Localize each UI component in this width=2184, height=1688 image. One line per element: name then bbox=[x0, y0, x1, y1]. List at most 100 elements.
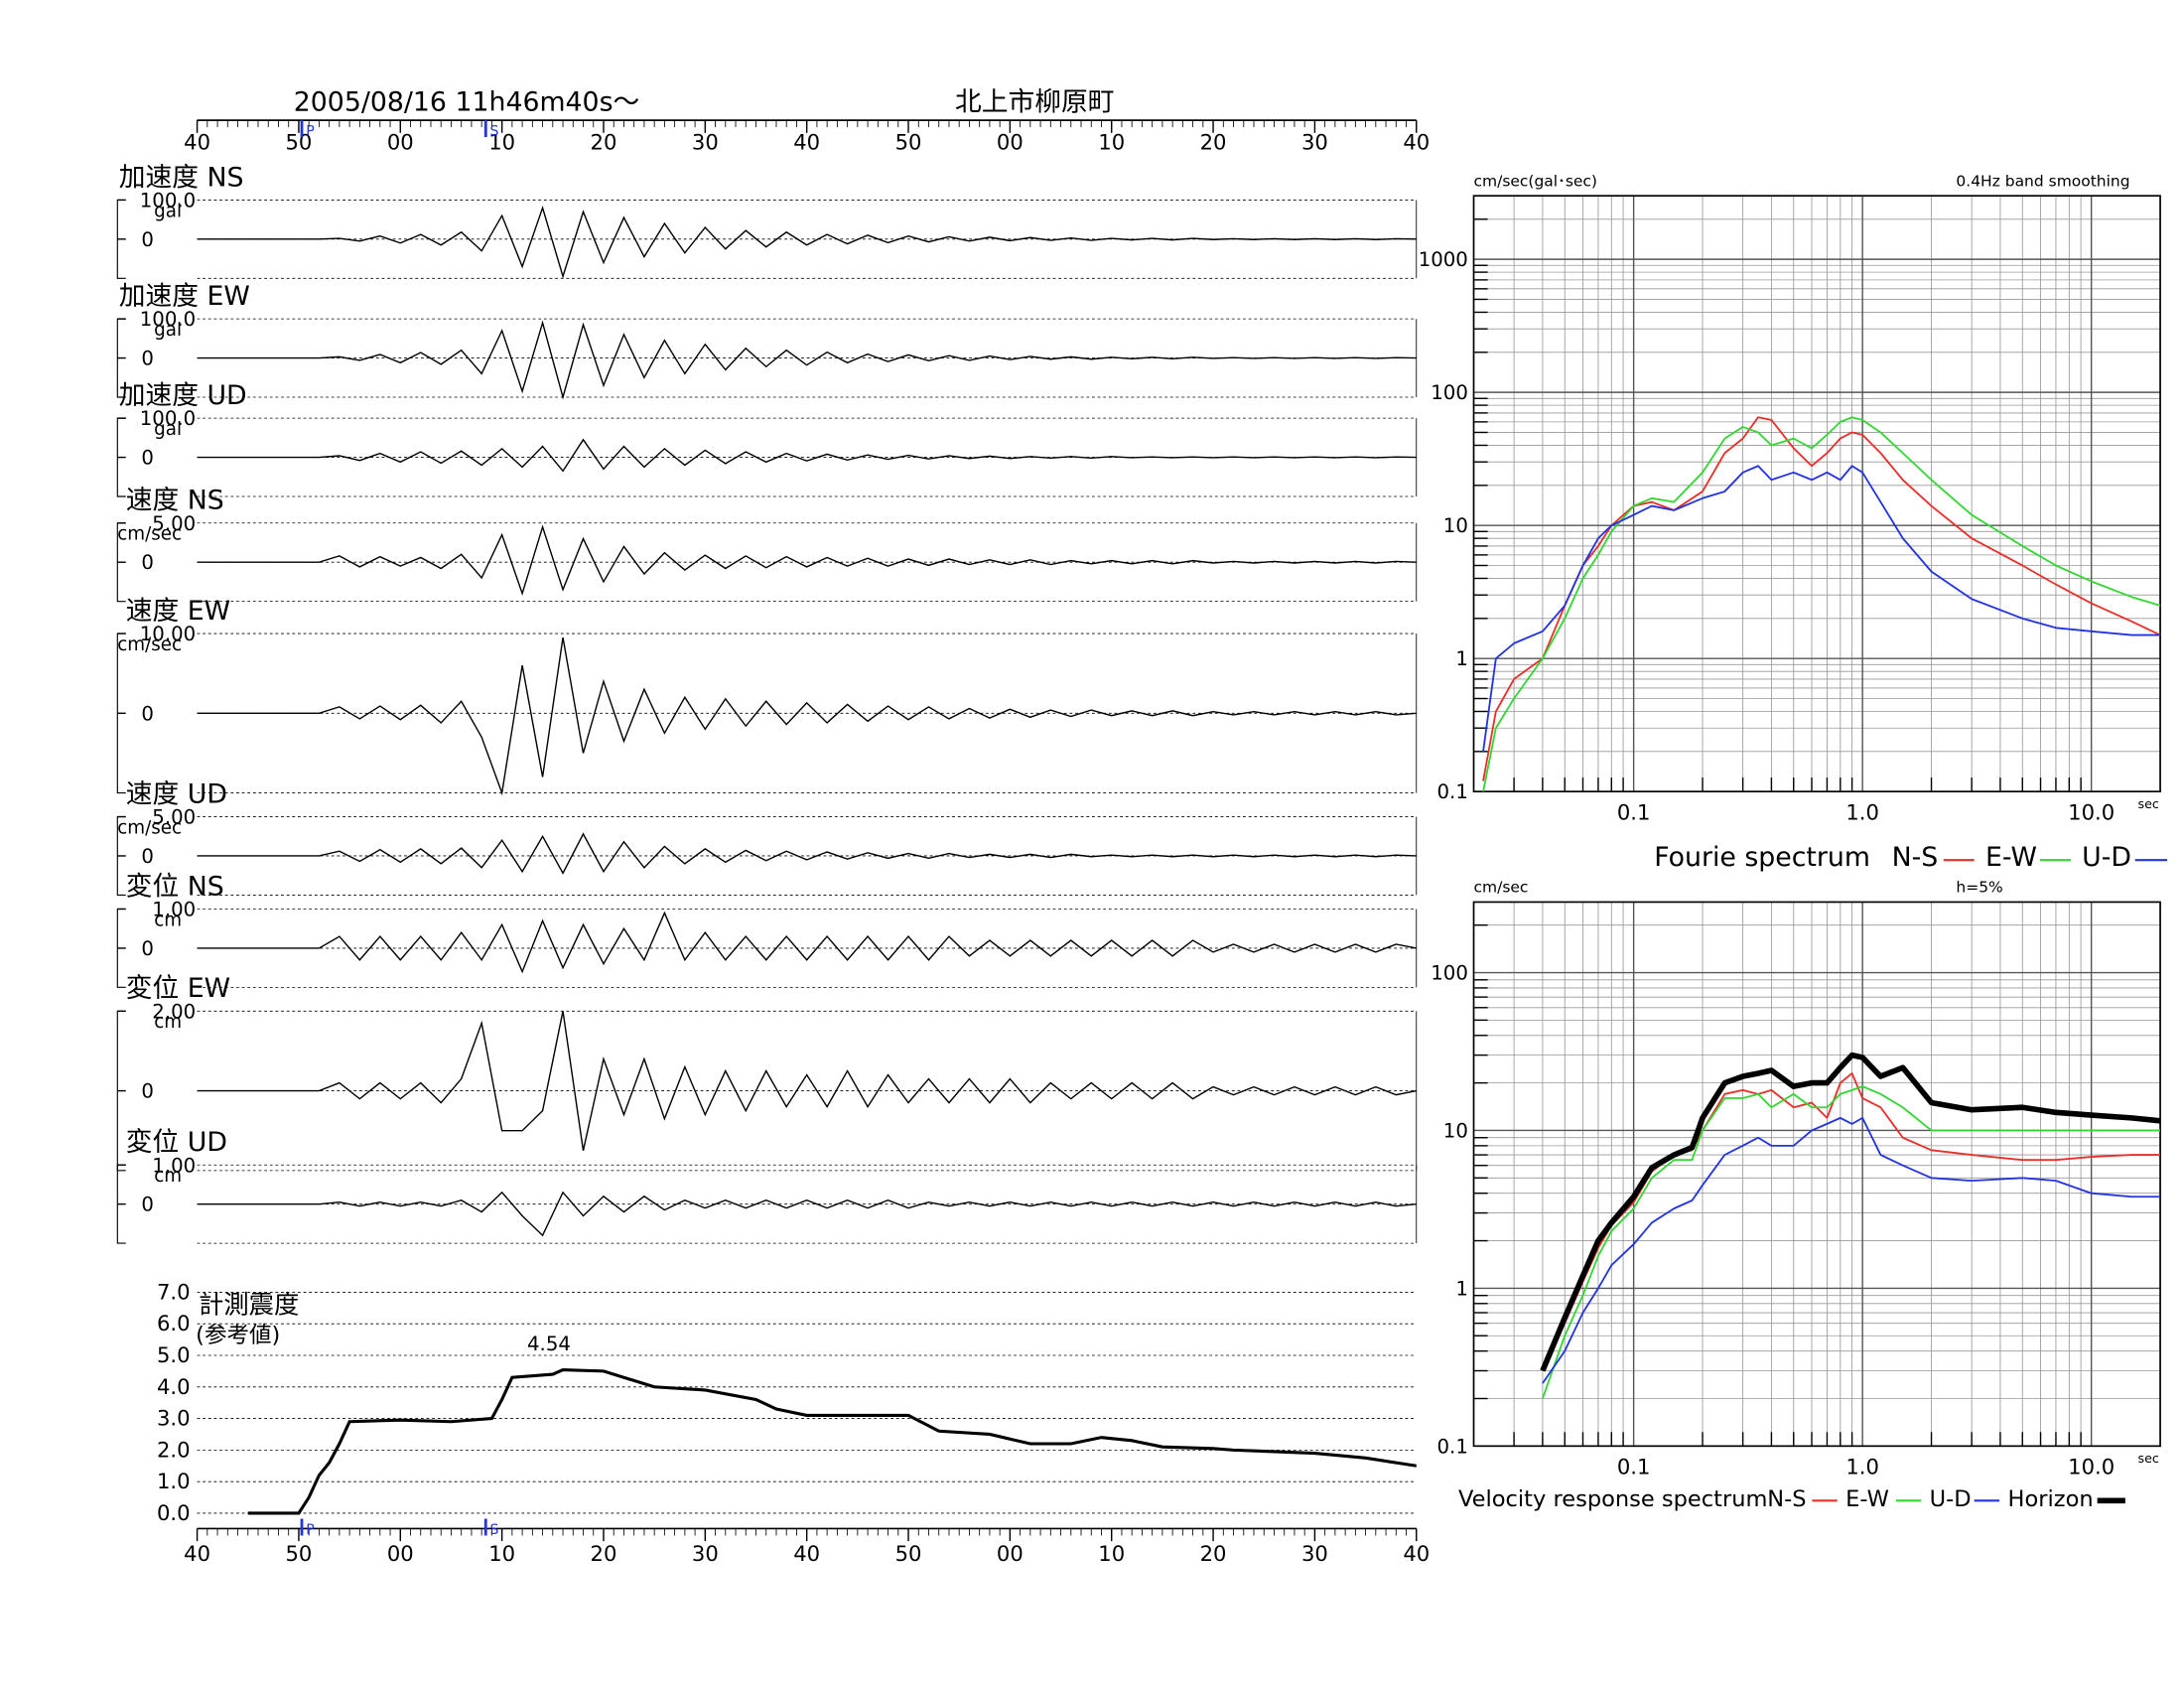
trace bbox=[197, 832, 1417, 875]
y-tick-label: 10 bbox=[1443, 514, 1468, 537]
phase-label: S bbox=[489, 1522, 498, 1538]
legend-label: Horizon bbox=[2008, 1486, 2094, 1512]
x-tick-label: 10.0 bbox=[2068, 799, 2115, 824]
x-tick-label: 30 bbox=[1301, 130, 1328, 155]
y-axis-label: cm/sec(gal･sec) bbox=[1474, 172, 1597, 190]
phase-label: P bbox=[306, 1522, 315, 1538]
x-axis-label: sec bbox=[2138, 796, 2159, 811]
y-tick-label: 10.00 bbox=[140, 623, 196, 645]
trace-name: 速度 UD bbox=[126, 778, 227, 809]
trace-unit: cm bbox=[154, 910, 182, 930]
spectrum-line bbox=[1542, 1072, 2161, 1371]
peak-label: 4.54 bbox=[527, 1333, 571, 1355]
x-tick-label: 40 bbox=[793, 130, 820, 155]
y-tick-label: 1.00 bbox=[152, 1154, 196, 1177]
trace-name: 加速度 EW bbox=[119, 281, 250, 312]
trace-unit: cm/sec bbox=[117, 817, 182, 838]
trace-name: 変位 NS bbox=[126, 871, 224, 902]
y-tick-label: 2.00 bbox=[152, 1000, 196, 1023]
chart-subtitle: h=5% bbox=[1956, 879, 2002, 897]
x-tick-label: 1.0 bbox=[1845, 1455, 1879, 1479]
x-tick-label: 0.1 bbox=[1617, 799, 1651, 824]
x-tick-label: 0.1 bbox=[1617, 1455, 1651, 1479]
y-tick-label: 1 bbox=[1455, 1277, 1468, 1300]
y-tick-label: 0 bbox=[141, 937, 154, 960]
y-tick-label: 4.0 bbox=[157, 1374, 191, 1399]
y-tick-label: 1000 bbox=[1419, 248, 1468, 271]
trace-unit: cm bbox=[154, 1166, 182, 1187]
x-tick-label: 40 bbox=[184, 1541, 210, 1566]
spectrum-line bbox=[1540, 1052, 2161, 1372]
x-tick-label: 20 bbox=[1200, 1541, 1227, 1566]
spectrum-line bbox=[1482, 416, 2161, 792]
x-tick-label: 10.0 bbox=[2068, 1455, 2115, 1479]
y-tick-label: 0 bbox=[141, 348, 154, 370]
y-tick-label: 0 bbox=[141, 228, 154, 251]
trace-unit: gal bbox=[154, 201, 182, 221]
trace-name: 変位 EW bbox=[126, 973, 230, 1004]
spectrum-line bbox=[1542, 1116, 2161, 1384]
y-tick-label: 0 bbox=[141, 551, 154, 574]
trace-name: 速度 EW bbox=[126, 596, 230, 627]
x-tick-label: 50 bbox=[895, 130, 922, 155]
plot-frame bbox=[1472, 901, 2161, 1448]
trace-unit: cm bbox=[154, 1012, 182, 1033]
x-tick-label: 10 bbox=[1098, 130, 1125, 155]
trace-name: 速度 NS bbox=[126, 486, 224, 516]
x-tick-label: 10 bbox=[1098, 1541, 1125, 1566]
trace-name: 加速度 NS bbox=[119, 162, 244, 193]
trace bbox=[197, 1191, 1417, 1237]
trace-name: 変位 UD bbox=[126, 1127, 227, 1158]
y-tick-label: 100.0 bbox=[140, 189, 196, 211]
y-tick-label: 1.00 bbox=[152, 899, 196, 921]
trace bbox=[197, 1011, 1417, 1151]
y-tick-label: 100 bbox=[1431, 962, 1468, 985]
spectrum-line bbox=[1482, 416, 2161, 781]
y-tick-label: 100.0 bbox=[140, 308, 196, 331]
trace-unit: gal bbox=[154, 320, 182, 341]
y-tick-label: 5.0 bbox=[157, 1342, 191, 1367]
y-tick-label: 0 bbox=[141, 1080, 154, 1103]
y-tick-label: 1 bbox=[1455, 647, 1468, 670]
x-tick-label: 10 bbox=[488, 1541, 515, 1566]
x-tick-label: 00 bbox=[997, 1541, 1024, 1566]
record-time: 2005/08/16 11h46m40s〜 bbox=[294, 86, 640, 117]
x-tick-label: 40 bbox=[1403, 1541, 1430, 1566]
legend-label: E-W bbox=[1985, 842, 2037, 873]
trace-name: 加速度 UD bbox=[119, 380, 247, 411]
x-tick-label: 40 bbox=[793, 1541, 820, 1566]
trace-unit: gal bbox=[154, 419, 182, 440]
y-axis-label: cm/sec bbox=[1474, 879, 1529, 897]
x-tick-label: 50 bbox=[895, 1541, 922, 1566]
legend-label: E-W bbox=[1845, 1486, 1889, 1512]
x-axis-label: sec bbox=[2138, 1451, 2159, 1466]
y-tick-label: 0.1 bbox=[1437, 780, 1468, 803]
x-tick-label: 00 bbox=[387, 130, 414, 155]
x-tick-label: 10 bbox=[488, 130, 515, 155]
trace bbox=[197, 524, 1417, 597]
chart-title: Velocity response spectrum bbox=[1458, 1486, 1767, 1512]
chart-title: Fourie spectrum bbox=[1654, 842, 1870, 873]
y-tick-label: 7.0 bbox=[157, 1279, 191, 1304]
x-tick-label: 1.0 bbox=[1845, 799, 1879, 824]
y-tick-label: 0 bbox=[141, 702, 154, 725]
chart-subtitle: 0.4Hz band smoothing bbox=[1956, 172, 2129, 190]
legend-label: N-S bbox=[1767, 1486, 1806, 1512]
y-tick-label: 10 bbox=[1443, 1120, 1468, 1143]
y-tick-label: 5.00 bbox=[152, 806, 196, 829]
x-tick-label: 50 bbox=[286, 1541, 313, 1566]
spectrum-line bbox=[1542, 1085, 2161, 1399]
y-tick-label: 100 bbox=[1431, 381, 1468, 404]
legend-label: U-D bbox=[1930, 1486, 1972, 1512]
y-tick-label: 100.0 bbox=[140, 407, 196, 430]
x-tick-label: 50 bbox=[286, 130, 313, 155]
intensity-line bbox=[247, 1368, 1417, 1515]
x-tick-label: 20 bbox=[1200, 130, 1227, 155]
y-tick-label: 5.00 bbox=[152, 512, 196, 535]
station-name: 北上市柳原町 bbox=[955, 86, 1115, 117]
legend-label: U-D bbox=[2082, 842, 2131, 873]
x-tick-label: 20 bbox=[591, 130, 617, 155]
phase-label: S bbox=[489, 124, 498, 140]
